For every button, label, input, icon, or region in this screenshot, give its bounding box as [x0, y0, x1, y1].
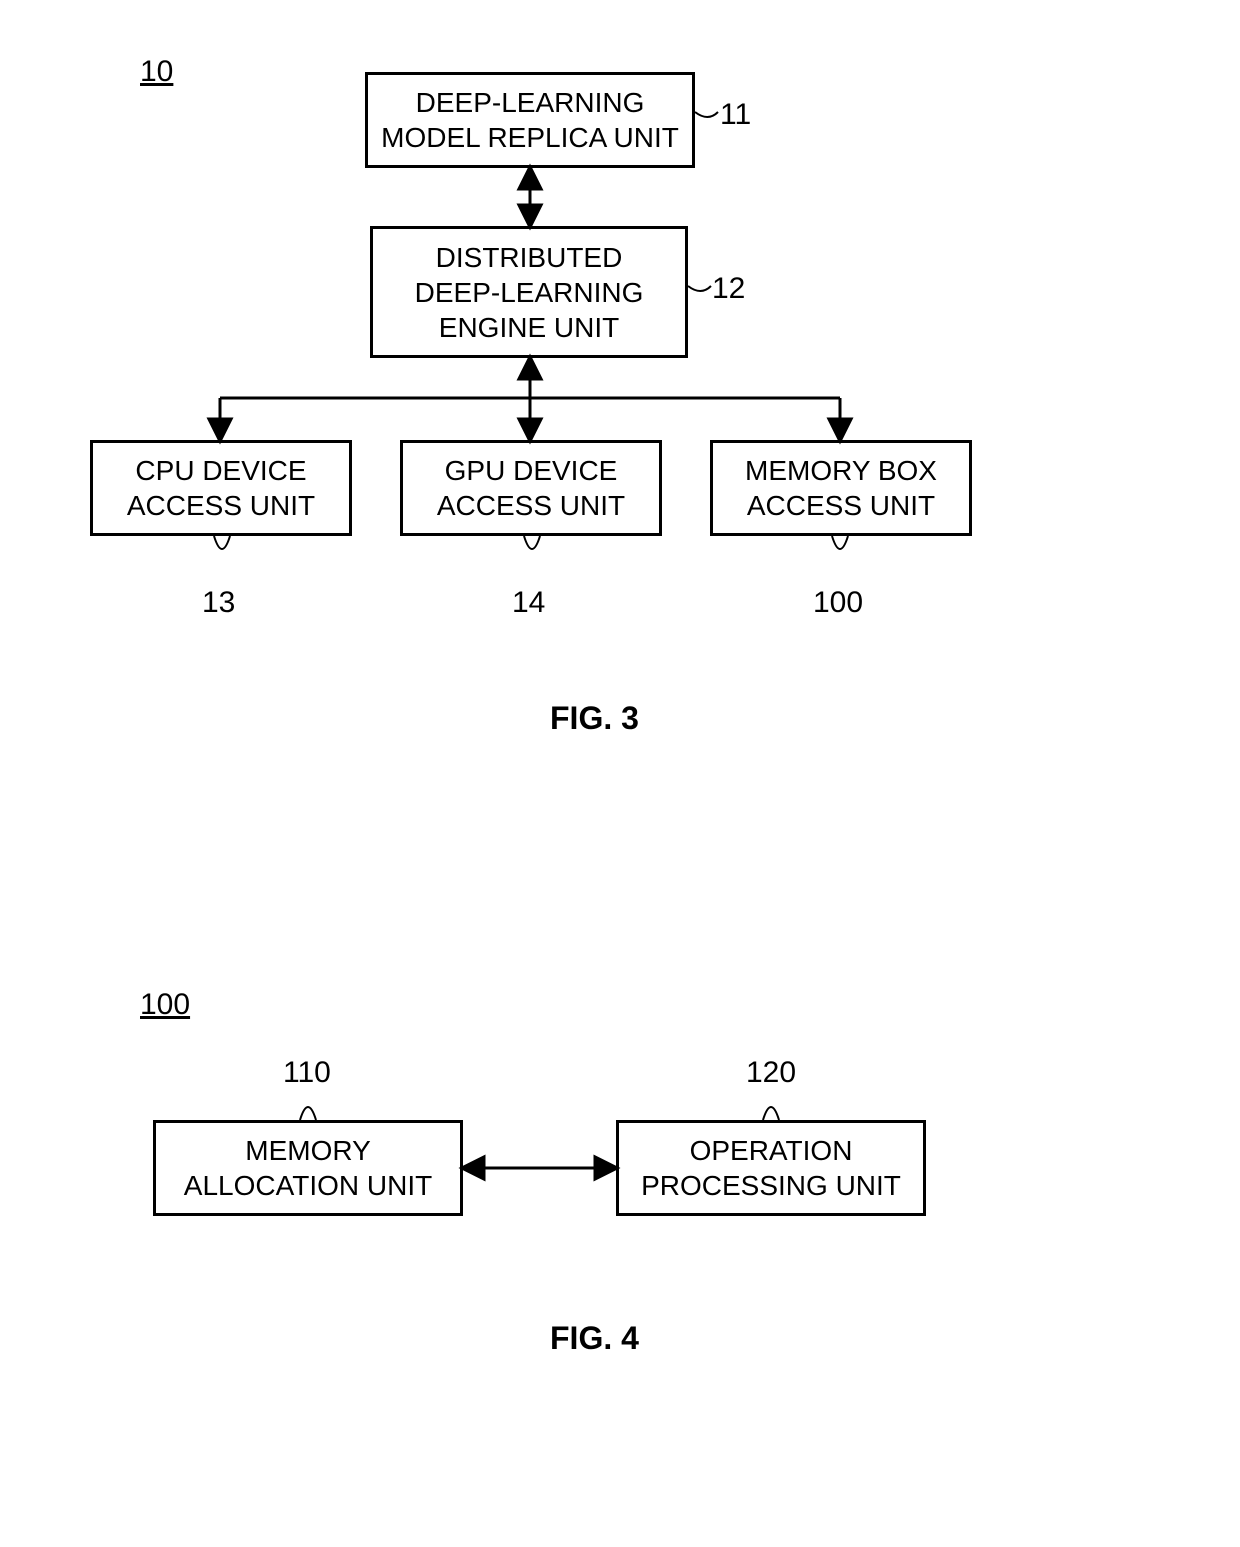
- fig4-caption: FIG. 4: [550, 1320, 639, 1357]
- ref-12: 12: [712, 272, 745, 306]
- ref-110: 110: [283, 1056, 331, 1090]
- node-operation-processing: OPERATION PROCESSING UNIT: [616, 1120, 926, 1216]
- fig4-ref: 100: [140, 988, 190, 1022]
- ref-11: 11: [720, 98, 751, 132]
- diagram-canvas: 10 DEEP-LEARNING MODEL REPLICA UNIT 11 D…: [0, 0, 1240, 1547]
- fig3-caption: FIG. 3: [550, 700, 639, 737]
- node-memory-box-access: MEMORY BOX ACCESS UNIT: [710, 440, 972, 536]
- ref-13: 13: [202, 586, 235, 620]
- node-deep-learning-model-replica: DEEP-LEARNING MODEL REPLICA UNIT: [365, 72, 695, 168]
- node-gpu-access: GPU DEVICE ACCESS UNIT: [400, 440, 662, 536]
- fig3-ref: 10: [140, 55, 173, 89]
- ref-14: 14: [512, 586, 545, 620]
- node-cpu-access: CPU DEVICE ACCESS UNIT: [90, 440, 352, 536]
- node-distributed-engine: DISTRIBUTED DEEP-LEARNING ENGINE UNIT: [370, 226, 688, 358]
- ref-100: 100: [813, 586, 863, 620]
- ref-120: 120: [746, 1056, 796, 1090]
- node-memory-allocation: MEMORY ALLOCATION UNIT: [153, 1120, 463, 1216]
